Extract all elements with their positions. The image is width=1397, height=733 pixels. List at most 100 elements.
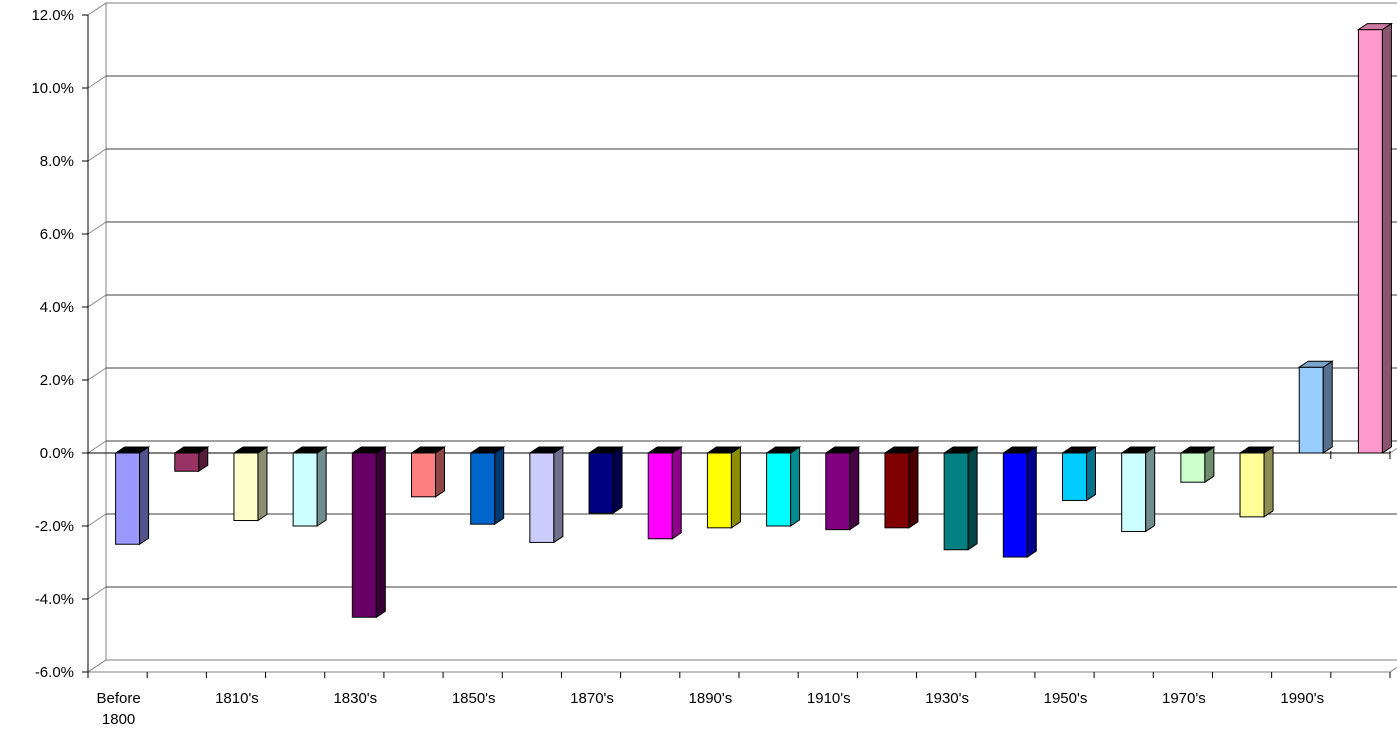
- floor: [86, 659, 1397, 673]
- bar-front: [233, 452, 259, 522]
- bar-top: [705, 446, 743, 454]
- bar-top: [232, 446, 269, 454]
- bar-front: [766, 452, 792, 527]
- bar-front: [884, 452, 910, 529]
- bar-side: [1322, 360, 1333, 454]
- bar-side: [316, 446, 327, 527]
- gridline-side: [87, 148, 107, 162]
- y-tick-label: 12.0%: [31, 7, 74, 24]
- bar-side: [1381, 22, 1392, 454]
- bar: [705, 446, 743, 529]
- bar: [291, 446, 328, 527]
- bar-front: [1180, 452, 1206, 483]
- bar-top: [764, 446, 802, 454]
- bar-top: [1179, 446, 1216, 454]
- y-tick-label: 4.0%: [40, 299, 74, 316]
- x-axis-depth: [1389, 447, 1397, 454]
- y-tick-label: 2.0%: [40, 372, 74, 389]
- bar-side: [494, 446, 505, 526]
- bar-top: [1001, 446, 1038, 454]
- gridline-side: [87, 221, 107, 235]
- bar-top: [646, 446, 683, 454]
- bar-top: [1297, 360, 1334, 368]
- bar-side: [1263, 446, 1274, 518]
- y-tick-label: -2.0%: [35, 518, 74, 535]
- bar: [587, 446, 624, 515]
- bar-side: [257, 446, 268, 522]
- y-tick-label: 10.0%: [31, 80, 74, 97]
- bar-front: [292, 452, 318, 527]
- bar: [883, 446, 920, 529]
- bar-side: [1145, 446, 1156, 533]
- bar-top: [587, 446, 624, 454]
- bar-front: [470, 452, 496, 525]
- bar-front: [1239, 452, 1265, 518]
- bar-top: [173, 446, 210, 454]
- bar: [350, 446, 387, 619]
- bar-side: [375, 446, 386, 619]
- bar-top: [1120, 446, 1157, 454]
- bar-side: [671, 446, 682, 540]
- y-tick-label: 8.0%: [40, 153, 74, 170]
- y-tick-labels: -6.0% -4.0% -2.0% 0.0% 2.0% 4.0% 6.0% 8.0% 10.0%…: [31, 7, 74, 681]
- x-tick-label: 1930's: [925, 690, 969, 707]
- x-tick-label: 1990's: [1280, 690, 1324, 707]
- gridline-side: [87, 367, 107, 381]
- bar-top: [350, 446, 387, 454]
- bar: [469, 446, 506, 526]
- bar: [173, 446, 210, 473]
- x-tick-label: 1810's: [215, 690, 259, 707]
- bar-side: [790, 446, 801, 527]
- x-tick-label: 1910's: [807, 690, 851, 707]
- gridline-side: [87, 586, 107, 600]
- bar-side: [612, 446, 623, 515]
- x-tick-label: 1970's: [1162, 690, 1206, 707]
- bar-side: [849, 446, 860, 531]
- bar-top: [1238, 446, 1275, 454]
- bar-front: [1062, 452, 1087, 501]
- x-tick-label: 1890's: [689, 690, 733, 707]
- bar-side: [553, 446, 564, 544]
- bar-side: [435, 446, 445, 498]
- bar: [1238, 446, 1275, 518]
- bar-front: [115, 452, 141, 545]
- y-tick-label: -4.0%: [35, 591, 74, 608]
- bar: [646, 446, 683, 540]
- bar-top: [469, 446, 506, 454]
- x-tick-label: 1830's: [333, 690, 377, 707]
- back-wall: [105, 2, 1397, 661]
- bar-side: [139, 446, 150, 546]
- bar-front: [943, 452, 969, 551]
- bar-side: [1026, 446, 1037, 558]
- bar-top: [1060, 446, 1098, 454]
- y-tick-label: 6.0%: [40, 226, 74, 243]
- gridline-side: [87, 513, 107, 527]
- bar-front: [1298, 366, 1324, 454]
- bar-top: [409, 446, 447, 454]
- bar-front: [1357, 29, 1383, 454]
- gridline-side: [87, 440, 107, 454]
- gridline-side: [87, 294, 107, 308]
- bar: [942, 446, 979, 551]
- bar-top: [1356, 23, 1394, 31]
- bar: [528, 446, 565, 544]
- bar-front: [588, 452, 614, 514]
- bar-top: [824, 446, 861, 454]
- bar-top: [528, 446, 565, 454]
- bar: [1120, 446, 1157, 533]
- bar: [764, 446, 802, 527]
- chart-walls: [86, 2, 1397, 673]
- bar: [232, 446, 269, 522]
- bar-side: [908, 446, 919, 529]
- bar-front: [647, 452, 673, 540]
- x-tick-label: 1950's: [1044, 690, 1088, 707]
- bar-side: [730, 446, 741, 529]
- x-tick-label: 1870's: [570, 690, 614, 707]
- bars: [113, 22, 1394, 619]
- bar-side: [1086, 446, 1096, 502]
- bar-top: [883, 446, 920, 454]
- bar-front: [706, 452, 732, 529]
- bar-front: [174, 452, 200, 472]
- bar-front: [1002, 452, 1028, 558]
